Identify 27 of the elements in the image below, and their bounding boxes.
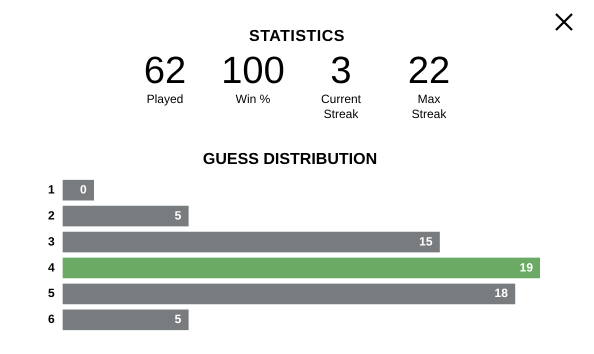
y-tick-label: 2: [48, 208, 55, 222]
text: 62: [142, 50, 188, 92]
y-tick-label: 3: [48, 234, 55, 248]
data-label: 5: [174, 312, 182, 326]
text: STATISTICS: [248, 28, 346, 46]
bar: [62, 232, 440, 252]
data-label: 0: [80, 182, 87, 196]
bar: [62, 284, 516, 304]
bar: [62, 206, 189, 226]
y-tick-label: 4: [48, 260, 55, 274]
y-tick-label: 5: [48, 286, 55, 300]
text: 22: [406, 50, 452, 92]
text: Played: [146, 92, 184, 107]
data-label: 19: [520, 260, 534, 274]
text: Current Streak: [320, 92, 362, 122]
bar: [62, 258, 540, 278]
text: Win %: [234, 92, 272, 107]
chart-title: GUESS DISTRIBUTION: [202, 151, 378, 168]
data-label: 18: [494, 286, 508, 300]
text: 3: [329, 50, 353, 92]
y-tick-label: 6: [48, 312, 55, 326]
y-tick-label: 1: [48, 182, 55, 196]
text: Max Streak: [410, 92, 448, 122]
data-label: 5: [174, 208, 182, 222]
bar: [62, 310, 189, 330]
data-label: 15: [419, 234, 433, 248]
text: 100: [220, 50, 286, 92]
